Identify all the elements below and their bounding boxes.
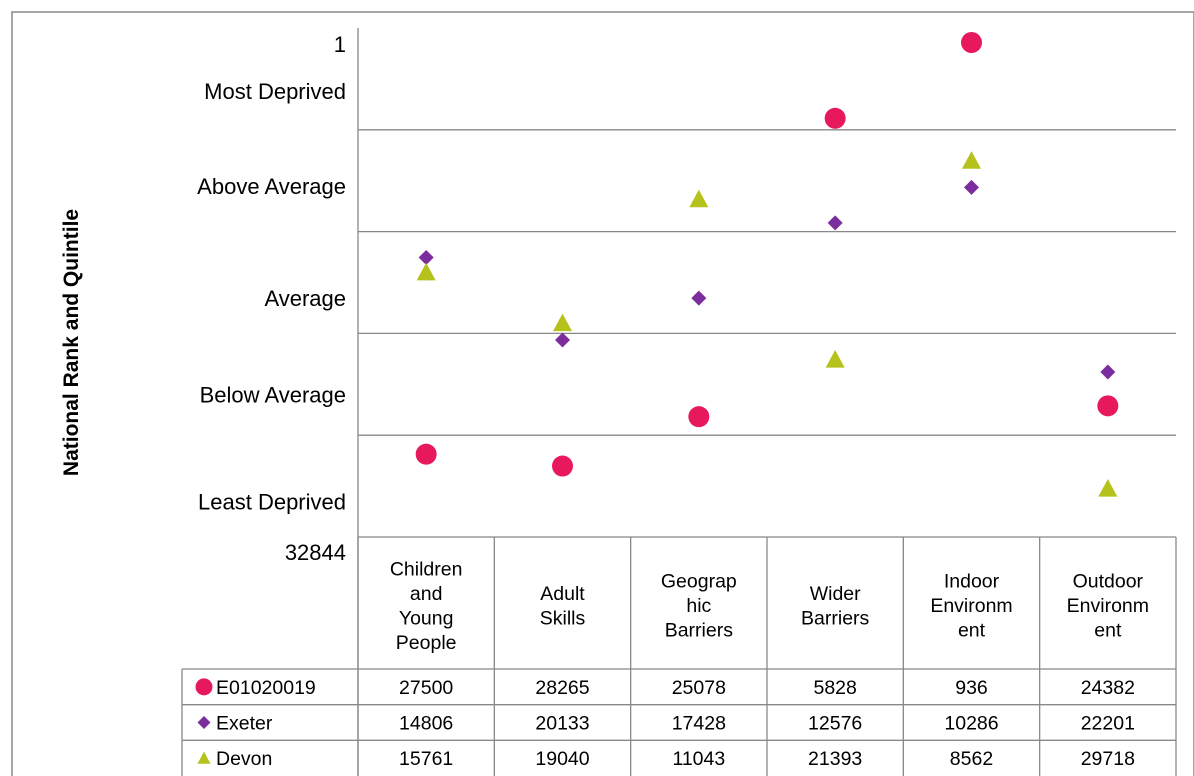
table-cell: 19040 [535,748,589,770]
e01020019-point [415,443,437,465]
e01020019-point [961,31,982,53]
table-cell: 27500 [399,677,453,699]
legend-label: Devon [216,748,272,770]
table-cell: 29718 [1081,748,1135,770]
table-cell: 936 [955,677,988,699]
band-label: Least Deprived [198,489,346,514]
table-cell: 11043 [672,748,725,770]
devon-point [689,189,709,208]
e01020019-point [688,406,710,428]
category-label: Children and Young People [390,558,463,654]
e01020019-point [1097,395,1119,417]
devon-point [825,350,845,368]
exeter-point [555,332,570,348]
exeter-point [827,215,843,231]
table-cell: 8562 [950,748,993,770]
e01020019-point [824,107,846,129]
table-cell: 22201 [1081,713,1135,735]
y-tick-top: 1 [334,32,346,57]
exeter-point [691,290,707,306]
table-cell: 10286 [944,713,998,735]
band-label: Above Average [197,174,346,199]
table-cell: 21393 [808,748,862,770]
e01020019-point [552,455,573,477]
table-cell: 28265 [535,677,589,699]
table-cell: 17428 [672,713,726,735]
y-axis-title: National Rank and Quintile [60,209,83,476]
category-label: Indoor Environm ent [930,571,1012,642]
legend-label: Exeter [216,713,273,735]
category-label: Outdoor Environm ent [1067,571,1149,642]
devon-point [416,262,436,281]
table-cell: 14806 [399,713,453,735]
exeter-point [418,249,434,265]
table-cell: 5828 [813,677,856,699]
legend-key-e01020019 [195,678,213,696]
table-cell: 25078 [672,677,726,699]
category-label: Geograp hic Barriers [661,571,737,642]
table-cell: 15761 [399,748,453,770]
exeter-point [964,179,979,195]
devon-point [553,313,572,332]
table-cell: 24382 [1081,677,1135,699]
legend-key-devon [197,751,211,764]
category-label: Wider Barriers [801,583,870,630]
chart-border [11,11,1194,776]
category-label: Adult Skills [540,583,586,630]
devon-point [962,151,981,169]
y-tick-bottom: 32844 [285,540,346,565]
table-cell: 12576 [808,713,862,735]
exeter-point [1100,364,1116,380]
band-label: Most Deprived [204,79,346,104]
devon-point [1098,479,1118,497]
legend-key-exeter [197,716,211,729]
band-label: Below Average [200,382,346,407]
table-cell: 20133 [535,713,589,735]
legend-label: E01020019 [216,677,316,699]
band-label: Average [264,286,346,311]
